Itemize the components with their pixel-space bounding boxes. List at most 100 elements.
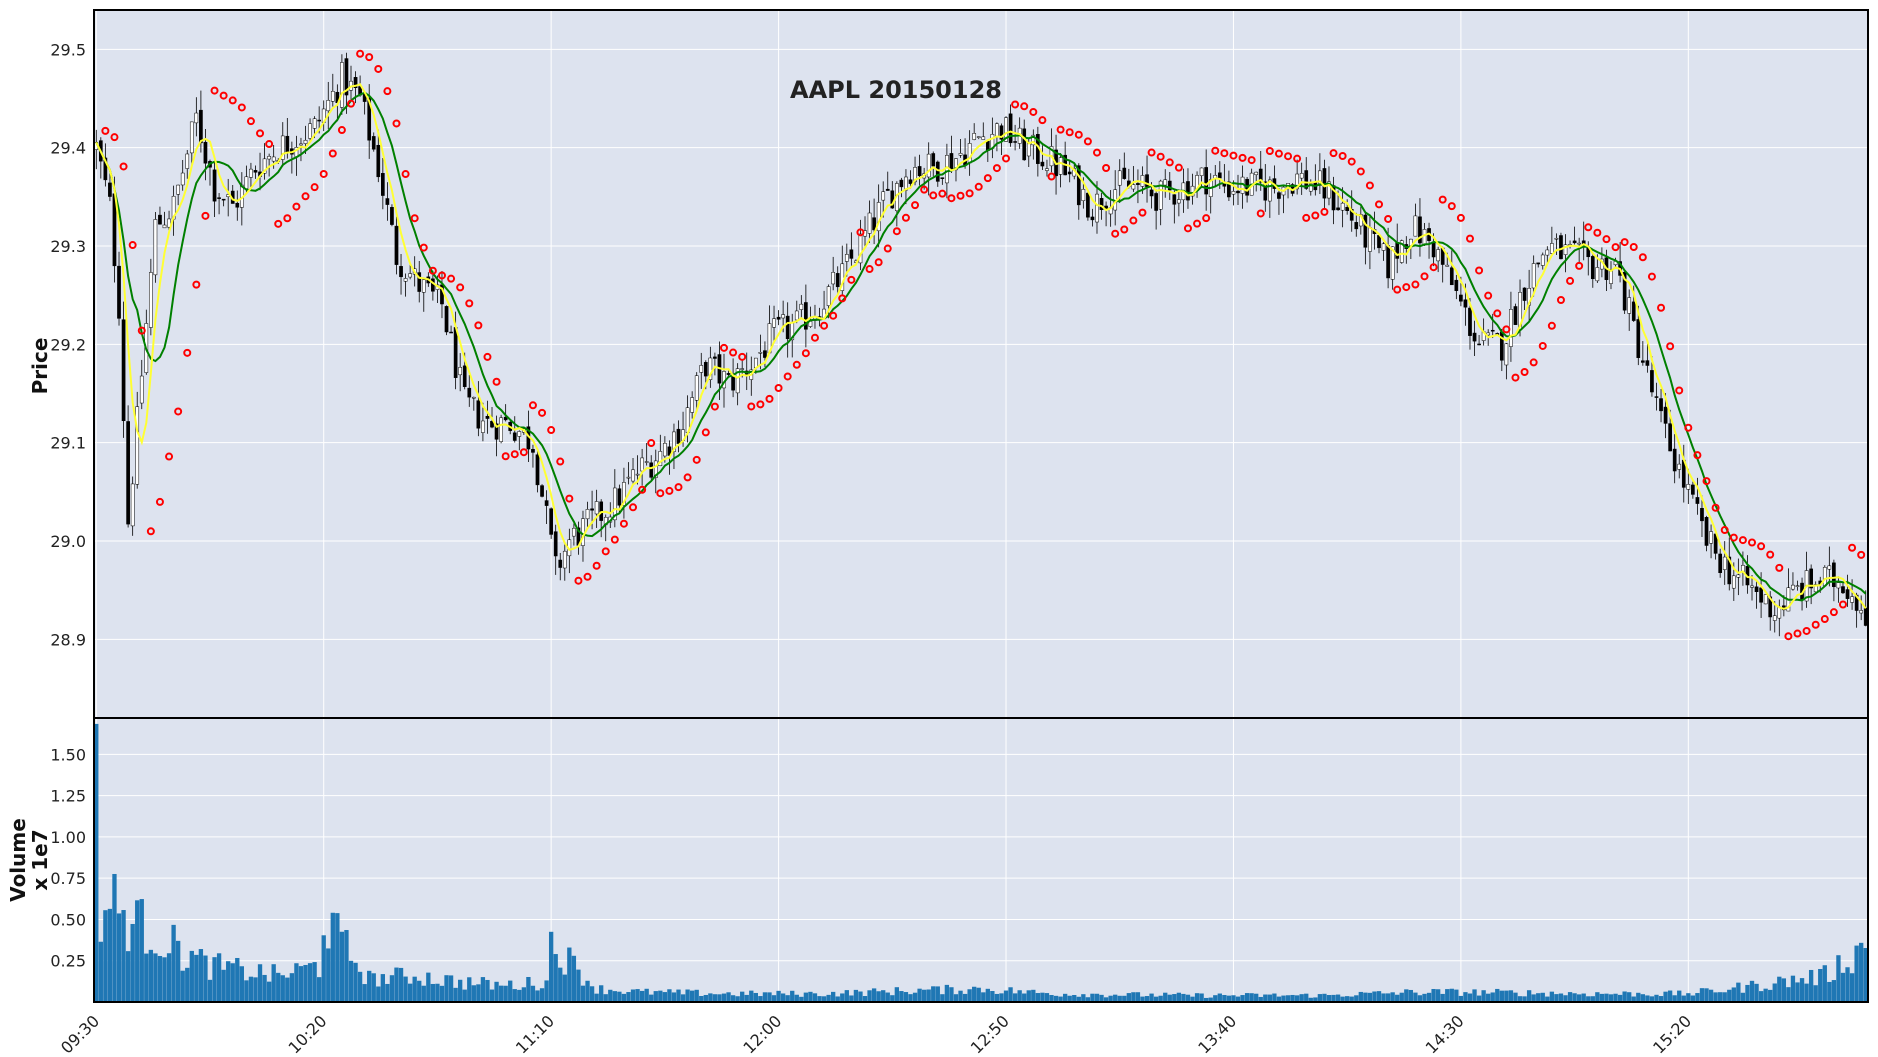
volume-bar	[476, 984, 481, 1002]
candle-body	[1154, 193, 1158, 211]
psar-dot	[911, 201, 920, 210]
candle-body	[1318, 170, 1322, 186]
candle-body	[972, 133, 977, 140]
candle-body	[194, 112, 199, 124]
psar-dot	[1720, 526, 1729, 535]
price-panel: 28.9 29.0 29.1 29.2 29.3 29.4 29.5 AAPL 201501…	[28, 9, 1869, 719]
candle-body	[1090, 216, 1095, 221]
psar-dot	[101, 126, 110, 135]
volume-bar	[1354, 995, 1359, 1002]
volume-panel-frame	[93, 717, 1869, 1003]
psar-dot	[201, 211, 210, 220]
volume-scale-label: x 1e7	[28, 829, 52, 890]
candle-body	[649, 462, 654, 478]
candle-body	[658, 451, 663, 467]
volume-bar	[1281, 995, 1286, 1002]
volume-bar	[1754, 983, 1759, 1002]
volume-bar	[803, 992, 809, 1002]
volume-bar	[1540, 992, 1545, 1002]
volume-bar	[1304, 993, 1309, 1002]
candle-body	[1459, 294, 1463, 302]
candle-body	[1449, 267, 1454, 286]
candle-body	[390, 207, 394, 225]
moving-averages	[95, 83, 1867, 610]
volume-bar	[98, 941, 103, 1002]
psar-dot	[1274, 149, 1283, 158]
volume-bar	[1144, 996, 1150, 1002]
volume-bar	[921, 989, 927, 1002]
volume-bar	[1417, 995, 1423, 1002]
candle-body	[1199, 167, 1204, 176]
psar-dot	[274, 219, 283, 228]
volume-bar	[1240, 995, 1245, 1002]
volume-bar	[1640, 994, 1645, 1002]
candle-body	[1850, 596, 1854, 603]
candle-body	[1622, 271, 1627, 311]
volume-bar	[585, 980, 590, 1002]
candle-body	[844, 254, 849, 262]
volume-bar	[271, 964, 276, 1002]
volume-bar	[767, 992, 772, 1002]
psar-dot	[974, 182, 983, 191]
volume-bar	[1822, 965, 1827, 1002]
volume-bar	[1072, 994, 1077, 1002]
volume-bar	[1022, 993, 1027, 1002]
candle-body	[1754, 586, 1759, 593]
volume-bar	[1845, 967, 1850, 1002]
volume-tick-label: 1.25	[50, 787, 86, 806]
volume-bar	[617, 991, 622, 1002]
psar-dot	[219, 91, 228, 100]
volume-bar	[953, 994, 959, 1002]
price-tick-label: 28.9	[50, 630, 86, 649]
volume-bar	[1126, 993, 1131, 1002]
volume-bar	[1749, 980, 1755, 1002]
psar-dot	[428, 266, 437, 275]
psar-dot	[701, 428, 710, 437]
time-tick-label: 10:20	[284, 1011, 330, 1057]
psar-dot	[356, 49, 365, 58]
psar-dot	[1011, 100, 1020, 109]
volume-bar	[380, 974, 386, 1002]
psar-dot	[1356, 167, 1365, 176]
psar-dot	[1502, 325, 1511, 334]
volume-bar	[376, 986, 381, 1002]
psar-dot	[165, 452, 174, 461]
psar-dot	[1038, 116, 1047, 125]
psar-dot	[1802, 626, 1811, 635]
volume-bar	[621, 993, 627, 1002]
volume-bar	[1267, 994, 1273, 1002]
candle-body	[1736, 574, 1741, 578]
volume-bar	[498, 985, 504, 1002]
volume-bar	[330, 912, 335, 1002]
volume-bar	[1636, 992, 1641, 1002]
volume-bar	[1617, 994, 1623, 1002]
volume-bar	[1595, 992, 1600, 1002]
volume-bar	[1176, 992, 1182, 1002]
candle-body	[1336, 207, 1340, 211]
volume-bar	[189, 950, 194, 1002]
volume-bar	[821, 996, 827, 1002]
candle-body	[831, 272, 836, 285]
candle-body	[1531, 263, 1536, 289]
psar-dot	[638, 485, 647, 494]
candle-body	[1809, 568, 1813, 589]
volume-bar	[1294, 995, 1300, 1002]
volume-bar	[1285, 995, 1291, 1002]
volume-axis-label: Volume	[6, 818, 30, 902]
candle-body	[758, 352, 763, 354]
parabolic-sar-dots	[101, 49, 1866, 641]
psar-dot	[1484, 291, 1493, 300]
candle-body	[1663, 406, 1668, 424]
psar-dot	[374, 64, 383, 73]
candle-body	[267, 156, 271, 160]
volume-bar	[1413, 992, 1418, 1002]
volume-bar	[1763, 988, 1768, 1002]
chart-title: AAPL 20150128	[790, 76, 1002, 104]
psar-dot	[719, 343, 728, 352]
volume-bar	[230, 963, 235, 1002]
candle-body	[549, 508, 553, 535]
volume-bar	[1008, 987, 1013, 1002]
candle-body	[1040, 161, 1045, 167]
psar-dot	[1556, 295, 1565, 304]
volume-bar	[1249, 993, 1254, 1002]
